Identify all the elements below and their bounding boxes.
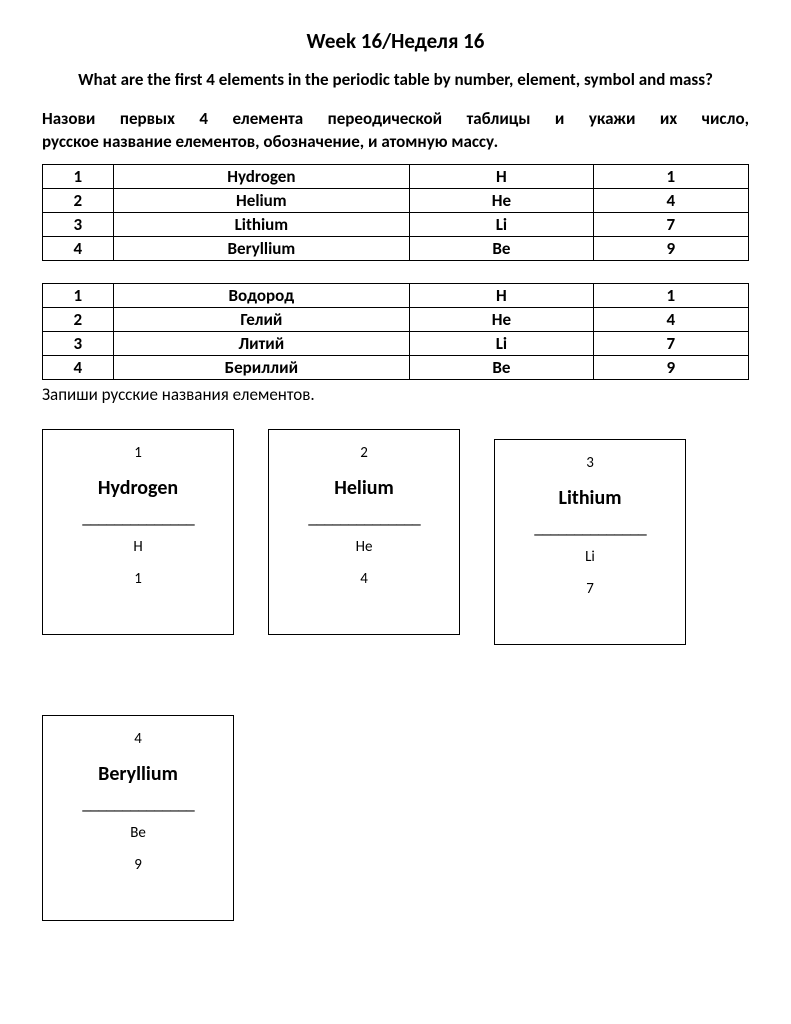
element-cards-container: 1 Hydrogen ______________ H 1 2 Helium _… <box>42 429 749 921</box>
card-mass: 9 <box>134 856 142 874</box>
cell-number: 1 <box>43 164 114 188</box>
card-number: 3 <box>586 454 594 472</box>
cell-name: Литий <box>113 331 410 355</box>
cell-symbol: Li <box>410 331 594 355</box>
card-name: Hydrogen <box>98 476 178 500</box>
table-row: 1 Водород H 1 <box>43 283 749 307</box>
card-symbol: Li <box>585 548 595 566</box>
element-card: 2 Helium ______________ He 4 <box>268 429 460 635</box>
table-row: 2 Гелий He 4 <box>43 307 749 331</box>
table-row: 2 Helium He 4 <box>43 188 749 212</box>
cell-name: Helium <box>113 188 410 212</box>
cell-name: Гелий <box>113 307 410 331</box>
card-name: Lithium <box>559 486 622 510</box>
cell-mass: 7 <box>593 331 748 355</box>
cell-symbol: Li <box>410 212 594 236</box>
card-symbol: He <box>356 538 373 556</box>
cell-mass: 4 <box>593 307 748 331</box>
question-russian-line2: русское название елементов, обозначение,… <box>42 131 749 154</box>
cell-number: 3 <box>43 212 114 236</box>
cell-number: 2 <box>43 307 114 331</box>
instruction-text: Запиши русские названия елементов. <box>42 384 749 405</box>
table-row: 4 Beryllium Be 9 <box>43 236 749 260</box>
card-symbol: Be <box>130 824 146 842</box>
question-russian-line1: Назови первых 4 елемента переодической т… <box>42 108 749 131</box>
card-blank-line[interactable]: ______________ <box>308 506 420 528</box>
card-mass: 4 <box>360 570 368 588</box>
cell-number: 1 <box>43 283 114 307</box>
cell-symbol: Be <box>410 355 594 379</box>
table-row: 4 Бериллий Be 9 <box>43 355 749 379</box>
cell-mass: 9 <box>593 236 748 260</box>
cell-number: 4 <box>43 236 114 260</box>
table-row: 1 Hydrogen H 1 <box>43 164 749 188</box>
card-blank-line[interactable]: ______________ <box>82 506 194 528</box>
cell-symbol: H <box>410 283 594 307</box>
card-blank-line[interactable]: ______________ <box>82 792 194 814</box>
table-row: 3 Lithium Li 7 <box>43 212 749 236</box>
card-mass: 1 <box>134 570 142 588</box>
cell-mass: 7 <box>593 212 748 236</box>
page-title: Week 16/Неделя 16 <box>42 28 749 54</box>
cell-mass: 4 <box>593 188 748 212</box>
cell-mass: 1 <box>593 164 748 188</box>
cell-mass: 9 <box>593 355 748 379</box>
question-russian: Назови первых 4 елемента переодической т… <box>42 108 749 154</box>
cell-mass: 1 <box>593 283 748 307</box>
card-symbol: H <box>133 538 142 556</box>
table-row: 3 Литий Li 7 <box>43 331 749 355</box>
cell-name: Бериллий <box>113 355 410 379</box>
cell-name: Beryllium <box>113 236 410 260</box>
card-number: 1 <box>134 444 142 462</box>
card-number: 4 <box>134 730 142 748</box>
element-card: 3 Lithium ______________ Li 7 <box>494 439 686 645</box>
element-card: 1 Hydrogen ______________ H 1 <box>42 429 234 635</box>
cell-name: Водород <box>113 283 410 307</box>
cell-name: Hydrogen <box>113 164 410 188</box>
cell-symbol: H <box>410 164 594 188</box>
card-name: Helium <box>334 476 394 500</box>
card-name: Beryllium <box>98 762 178 786</box>
cell-number: 4 <box>43 355 114 379</box>
elements-table-english: 1 Hydrogen H 1 2 Helium He 4 3 Lithium L… <box>42 164 749 261</box>
cell-number: 2 <box>43 188 114 212</box>
cell-name: Lithium <box>113 212 410 236</box>
cell-symbol: He <box>410 188 594 212</box>
card-number: 2 <box>360 444 368 462</box>
cell-number: 3 <box>43 331 114 355</box>
cell-symbol: He <box>410 307 594 331</box>
elements-table-russian: 1 Водород H 1 2 Гелий He 4 3 Литий Li 7 … <box>42 283 749 380</box>
cell-symbol: Be <box>410 236 594 260</box>
card-mass: 7 <box>586 580 594 598</box>
question-english: What are the first 4 elements in the per… <box>42 68 749 92</box>
element-card: 4 Beryllium ______________ Be 9 <box>42 715 234 921</box>
card-blank-line[interactable]: ______________ <box>534 516 646 538</box>
